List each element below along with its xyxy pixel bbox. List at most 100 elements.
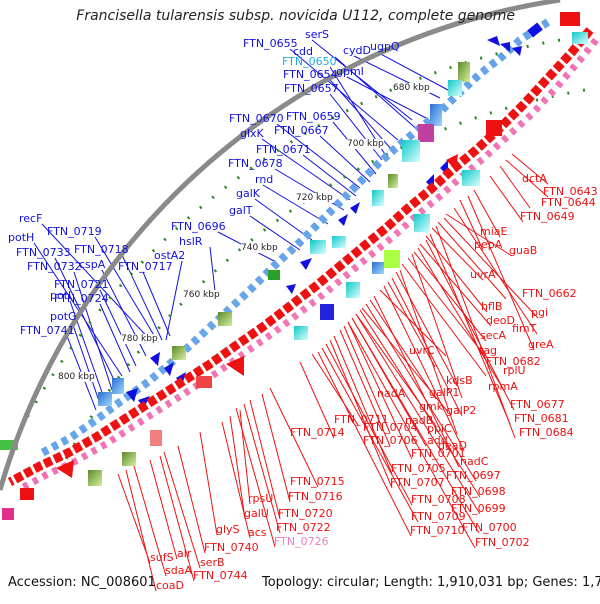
reverse-label-connectors [117,153,549,592]
scale-tick-label: 800 kbp [58,372,95,382]
gene-label-reverse: galP1 [429,386,460,399]
gene-label-reverse: uvrA [470,268,496,281]
gene-label-reverse: FTN_0708 [411,493,466,506]
gene-label-reverse: FTN_0702 [475,536,530,549]
gene-label-reverse: FTN_0714 [290,426,345,439]
gene-label-reverse: galP2 [446,404,477,417]
gene-label-reverse: FTN_0684 [519,426,574,439]
gene-label-reverse: uvrC [409,344,435,357]
gene-label-reverse: FTN_0710 [410,524,465,537]
gene-label-reverse: FTN_0715 [290,475,345,488]
gene-label-forward: FTN_0650 [282,55,337,68]
gene-label-reverse: deaD [438,439,467,452]
gene-label-forward: FTN_0671 [256,143,311,156]
gene-label-forward: ugpQ [370,40,400,53]
length-value: 1,910,031 bp; [437,575,529,590]
gene-label-reverse: FTN_0720 [278,507,333,520]
gene-label-forward: ostA2 [154,249,186,262]
reverse-features [2,12,599,520]
gene-label-reverse: greA [528,338,554,351]
gene-label-reverse: pepA [474,238,503,251]
gene-label-reverse: FTN_0740 [204,541,259,554]
gene-label-forward: FTN_0667 [274,124,329,137]
gene-label-reverse: FTN_0662 [522,287,577,300]
gene-label-forward: galT [229,204,253,217]
gene-label-reverse: tag [479,344,498,357]
gene-label-forward: FTN_0719 [47,225,102,238]
gene-label-reverse: FTN_0716 [288,490,343,503]
gene-label-reverse: FTN_0643 [543,185,598,198]
gene-label-forward: FTN_0717 [118,260,173,273]
gene-label-reverse: secA [480,329,507,342]
gene-label-reverse: FTN_0706 [363,434,418,447]
gene-label-reverse: rplU [503,364,526,377]
accession-value: NC_008601 [80,575,156,590]
gene-label-reverse: miaE [480,225,508,238]
gene-label-forward: potH [8,231,35,244]
topology-value: circular; [326,575,380,590]
gene-label-forward: FTN_0724 [54,292,109,305]
gene-label-reverse: FTN_0744 [193,569,248,582]
genome-summary: Topology: circular; Length: 1,910,031 bp… [262,575,600,590]
gene-label-reverse: FTN_0644 [541,196,596,209]
gene-label-reverse: FTN_0697 [446,469,501,482]
genes-label: Genes: [532,575,578,590]
gene-label-reverse: pgi [531,306,549,319]
gene-label-forward: galK [236,187,260,200]
gene-label-reverse: kdsB [446,374,473,387]
scale-tick-label: 760 kbp [183,290,220,300]
gene-label-reverse: sufS [150,551,174,564]
gene-label-reverse: dctA [522,172,547,185]
gene-label-forward: FTN_0655 [243,37,298,50]
gene-label-reverse: nadC [460,455,489,468]
gene-label-reverse: FTN_0701 [411,447,466,460]
gene-label-reverse: FTN_0726 [274,535,329,548]
gene-label-reverse: acs [248,526,267,539]
gene-label-reverse: FTN_0700 [462,521,517,534]
inner-tick-dots [58,88,586,471]
gene-label-forward: FTN_0659 [286,110,341,123]
gene-label-forward: FTN_0696 [171,220,226,233]
gene-label-reverse: FTN_0681 [514,412,569,425]
gene-label-reverse: FTN_0649 [520,210,575,223]
gene-label-reverse: FTN_0682 [486,355,541,368]
gene-label-reverse: add [427,434,448,447]
gene-label-reverse: guaB [509,244,538,257]
gene-label-reverse: ppiC [427,422,452,435]
gene-label-forward: cydD [343,44,372,57]
gene-label-reverse: nadA [377,387,406,400]
genome-backbone [0,0,561,491]
gene-label-reverse: galU [244,507,269,520]
scale-tick-label: 780 kbp [121,334,158,344]
gene-label-reverse: deoD [486,314,515,327]
scale-tick-label: 720 kbp [296,193,333,203]
gene-label-forward: serS [305,28,330,41]
scale-tick-label: 740 kbp [241,243,278,253]
forward-features [0,18,551,458]
gene-label-forward: FTN_0657 [284,82,339,95]
length-label: Length: [383,575,433,590]
gene-label-forward: gpmI [336,65,364,78]
gene-label-forward: hslR [179,235,203,248]
genes-value: 1,767 [581,575,600,590]
gene-label-forward: cspA [79,258,106,271]
gene-label-forward: FTN_0670 [229,112,284,125]
gene-label-forward: FTN_0732 [27,260,82,273]
accession-label: Accession: [8,575,77,590]
gene-label-reverse: coaD [156,579,184,592]
gene-label-forward: cdd [293,45,314,58]
gene-label-reverse: rpmA [488,380,518,393]
gene-label-forward: FTN_0741 [20,324,75,337]
gene-label-forward: recF [19,212,43,225]
gene-label-reverse: FTN_0704 [363,421,418,434]
gene-label-reverse: FTN_0677 [510,398,565,411]
gene-label-forward: FTN_0721 [54,278,109,291]
scale-tick-label: 700 kbp [347,139,384,149]
gene-label-reverse: sdaA [165,564,192,577]
gene-label-reverse: FTN_0709 [411,510,466,523]
gene-label-forward: FTN_0678 [228,157,283,170]
gene-label-forward: potG [50,310,77,323]
gene-label-reverse: gmk [419,400,444,413]
